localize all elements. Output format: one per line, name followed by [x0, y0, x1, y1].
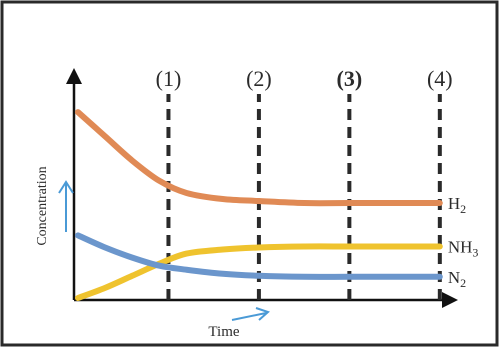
axes — [66, 68, 458, 308]
series-labels: H2 NH3 N2 — [448, 194, 479, 290]
series-label-nh3: NH3 — [448, 237, 479, 259]
x-increase-arrow — [231, 307, 270, 321]
curves — [75, 109, 443, 301]
marker-label-1: (1) — [156, 66, 182, 91]
time-markers: (1) (2) (3) (4) — [156, 66, 453, 300]
marker-label-3: (3) — [337, 66, 363, 91]
x-axis-label: Time — [208, 324, 239, 340]
curve-n2 — [75, 232, 443, 280]
y-axis-label: Concentration — [35, 166, 50, 245]
curve-h2 — [75, 109, 443, 207]
series-label-n2: N2 — [448, 268, 466, 290]
y-increase-arrow — [58, 180, 74, 232]
x-axis-arrowhead — [442, 292, 458, 308]
marker-label-4: (4) — [427, 66, 453, 91]
marker-label-2: (2) — [246, 66, 272, 91]
series-label-h2: H2 — [448, 194, 466, 216]
y-axis-arrowhead — [66, 68, 82, 84]
curve-nh3 — [75, 243, 443, 301]
